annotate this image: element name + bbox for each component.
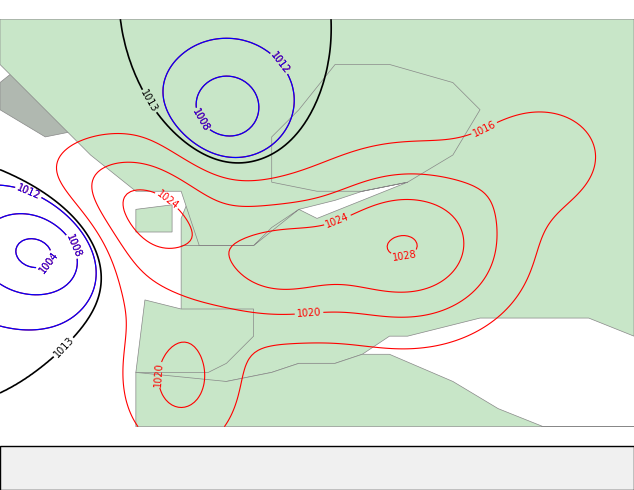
Text: We 08-05-2024 06:00 UTC (00+174): We 08-05-2024 06:00 UTC (00+174) bbox=[387, 455, 628, 468]
Polygon shape bbox=[0, 19, 634, 381]
Text: 1008: 1008 bbox=[190, 107, 211, 133]
Text: 1013: 1013 bbox=[139, 88, 160, 114]
Text: 1016: 1016 bbox=[471, 119, 498, 138]
Text: 1012: 1012 bbox=[269, 50, 292, 76]
Text: Surface pressure [hPa] ECMWF: Surface pressure [hPa] ECMWF bbox=[6, 455, 216, 468]
Text: 1004: 1004 bbox=[37, 250, 60, 275]
Text: 1020: 1020 bbox=[153, 362, 164, 388]
Text: 1028: 1028 bbox=[392, 249, 418, 263]
Polygon shape bbox=[181, 173, 235, 245]
Polygon shape bbox=[136, 300, 254, 372]
Text: 1012: 1012 bbox=[15, 182, 42, 201]
Polygon shape bbox=[136, 354, 634, 427]
Text: 1013: 1013 bbox=[52, 335, 75, 360]
Text: 1012: 1012 bbox=[269, 50, 292, 76]
Polygon shape bbox=[136, 205, 172, 232]
Text: 1004: 1004 bbox=[37, 250, 60, 275]
Text: 1008: 1008 bbox=[64, 233, 83, 259]
Text: 1020: 1020 bbox=[297, 307, 321, 319]
Polygon shape bbox=[0, 37, 181, 137]
Text: 1008: 1008 bbox=[64, 233, 83, 259]
Text: 1008: 1008 bbox=[190, 107, 211, 133]
Polygon shape bbox=[272, 65, 480, 191]
Text: 1024: 1024 bbox=[325, 212, 351, 230]
Text: 1012: 1012 bbox=[15, 182, 42, 201]
Text: ©weatheronline.co.uk: ©weatheronline.co.uk bbox=[493, 478, 628, 489]
Text: 1024: 1024 bbox=[155, 188, 180, 211]
